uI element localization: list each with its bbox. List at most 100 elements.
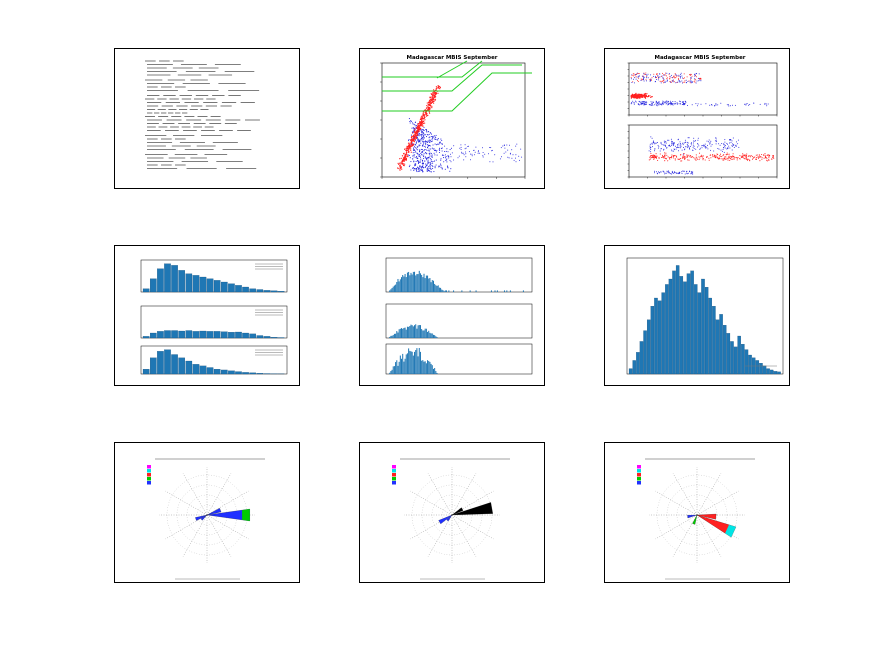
- dual-point: [694, 78, 696, 80]
- hist-mid-bar: [178, 330, 185, 339]
- histd-top-bar: [430, 282, 432, 292]
- scatter-point-blue: [411, 127, 413, 129]
- scatter-point-blue: [414, 143, 416, 146]
- dual-point-blue: [704, 143, 706, 145]
- hist1-bar: [675, 265, 680, 375]
- dual-point: [663, 74, 665, 76]
- scatter-point-blue: [428, 166, 430, 168]
- scatter-point-blue: [421, 134, 423, 136]
- dual-point-blue: [683, 170, 685, 172]
- dual-point-red: [757, 157, 760, 159]
- scatter-point-blue: [413, 149, 415, 151]
- dual-point: [680, 74, 682, 76]
- dual-point-red: [696, 158, 698, 160]
- scatter-point-blue: [463, 159, 465, 161]
- dual-point-red: [651, 155, 653, 157]
- dual-point-red: [636, 95, 638, 97]
- scatter-point-blue: [513, 159, 515, 161]
- scatter-point-blue: [505, 151, 507, 153]
- histd-top-bar: [444, 290, 446, 292]
- dual-point-blue: [729, 142, 730, 144]
- scatter-point-blue: [424, 157, 426, 159]
- hist1-bar: [759, 363, 763, 375]
- dual-point-blue: [663, 149, 665, 151]
- histd-top-bar: [506, 290, 508, 292]
- dual-point-red: [638, 94, 640, 96]
- dual-point-blue: [688, 137, 690, 139]
- dual-point-blue: [732, 143, 734, 145]
- scatter-point-red: [408, 151, 410, 153]
- dual-point-red: [750, 155, 752, 157]
- dual-point: [636, 73, 638, 75]
- scatter-point-red: [417, 128, 419, 130]
- dual-point-blue: [676, 172, 677, 174]
- scatter-point-blue: [441, 154, 444, 156]
- dual-point-red: [650, 157, 652, 159]
- histd-top-bar: [490, 290, 492, 292]
- hist-top-bar: [192, 275, 200, 293]
- histd-mid-bar: [427, 331, 429, 338]
- hist-bot-bar: [206, 367, 214, 375]
- histd-top-bar: [389, 290, 391, 292]
- hist-bot-bar: [235, 371, 242, 375]
- dual-point-blue: [693, 140, 694, 142]
- dual-point: [674, 73, 676, 74]
- dual-point-blue: [638, 101, 640, 102]
- scatter-point-red: [420, 121, 422, 123]
- scatter-point-blue: [415, 139, 417, 141]
- scatter-point-blue: [502, 145, 504, 147]
- dual-point-red: [726, 158, 728, 160]
- dual-point-blue: [701, 145, 703, 147]
- dual-point-blue: [697, 103, 699, 105]
- histd-bot-bar: [393, 366, 395, 374]
- scatter-point-blue: [420, 169, 422, 171]
- histd-bot-bar: [419, 351, 421, 374]
- dual-point-blue: [670, 103, 672, 105]
- histd-top-bar: [453, 290, 455, 292]
- scatter-point-blue: [479, 152, 481, 154]
- dual-point-blue: [697, 143, 698, 145]
- scatter-point-blue: [474, 154, 476, 156]
- dual-point-blue: [672, 142, 674, 144]
- dual-point-red: [720, 158, 722, 160]
- scatter-point-blue: [408, 118, 410, 120]
- dual-point-blue: [735, 146, 737, 147]
- dual-point-red: [735, 157, 737, 159]
- dual-point-blue: [685, 101, 687, 103]
- dual-point-blue: [679, 141, 681, 143]
- dual-point-red: [659, 153, 661, 155]
- scatter-point-blue: [467, 145, 469, 147]
- dual-point-blue: [670, 102, 672, 103]
- dual-point-blue: [648, 150, 650, 152]
- scatter-point-blue: [441, 147, 443, 149]
- dual-point-red: [667, 156, 669, 158]
- dual-point-red: [722, 154, 724, 156]
- dual-point-blue: [698, 145, 700, 147]
- scatter-point-blue: [477, 151, 479, 153]
- dual-point: [700, 78, 702, 80]
- histd-bot-bar: [434, 368, 436, 374]
- dual-point-blue: [661, 144, 663, 146]
- rose-legend-swatch: [637, 473, 641, 477]
- scatter-point-red: [416, 127, 418, 129]
- scatter-point-blue: [491, 149, 493, 151]
- dual-point-red: [677, 158, 679, 160]
- dual-point: [663, 78, 665, 80]
- scatter-point-blue: [431, 154, 433, 156]
- scatter-point-blue: [428, 137, 430, 139]
- dual-point-blue: [683, 104, 685, 106]
- scatter-point-red: [432, 101, 434, 104]
- dual-point-red: [759, 157, 761, 159]
- dual-point: [633, 73, 635, 75]
- hist-top-bar: [256, 289, 264, 293]
- dual-point: [638, 73, 640, 75]
- panel-rose-1: [114, 442, 300, 583]
- dual-point-blue: [726, 148, 728, 150]
- scatter-point-blue: [501, 156, 502, 158]
- histd-top-bar: [503, 290, 505, 292]
- dual-point-red: [651, 157, 653, 159]
- scatter-point-blue: [429, 136, 431, 138]
- scatter-point-red: [427, 106, 429, 108]
- dual-point-red: [770, 158, 773, 160]
- dual-point-red: [655, 153, 657, 155]
